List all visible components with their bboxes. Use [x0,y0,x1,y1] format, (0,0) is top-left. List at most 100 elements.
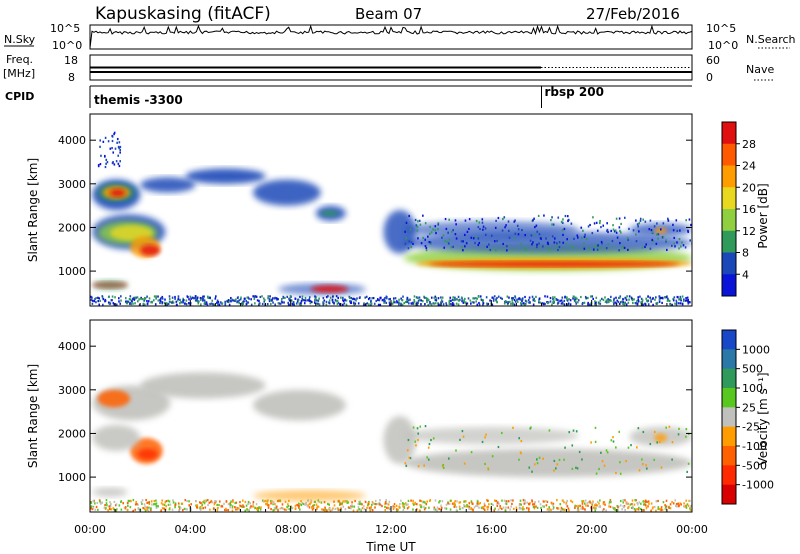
echo-speck [388,507,391,511]
echo-speck [583,301,586,304]
echo-speck [429,225,431,229]
echo-speck [400,297,402,300]
echo-speck [103,506,106,509]
echo-speck [548,248,551,251]
echo-speck [235,508,237,511]
echo-speck [590,441,592,444]
echo-speck [593,222,596,225]
echo-speck [664,506,667,509]
echo-speck [303,302,306,305]
echo-speck [685,296,687,300]
echo-speck [657,237,659,240]
echo-speck [451,298,454,301]
echo-speck [619,295,622,298]
echo-speck [352,297,355,300]
echo-speck [420,505,422,508]
echo-speck [174,506,176,509]
echo-speck [351,501,353,504]
echo-speck [496,296,498,300]
echo-speck [247,301,250,304]
echo-speck [582,229,584,232]
colorbar-tick-label: -1000 [742,479,774,492]
echo-speck [417,220,419,223]
echo-speck [138,508,140,511]
echo-speck [202,295,204,298]
echo-speck [491,296,494,299]
echo-speck [302,298,304,302]
echo-speck [410,499,412,502]
echo-speck [484,462,486,466]
echo-speck [105,158,108,161]
echo-speck [551,223,553,226]
echo-speck [522,499,525,502]
echo-speck [111,162,114,165]
echo-speck [393,297,395,300]
echo-speck [530,234,533,237]
echo-speck [496,504,499,508]
echo-speck [655,242,658,245]
echo-speck [406,299,408,302]
echo-speck [631,298,634,302]
echo-speck [678,302,680,305]
velocity-colorbar-label: Velocity [m s⁻¹] [756,372,770,465]
echo-speck [204,301,206,304]
echo-speck [413,300,416,303]
echo-speck [377,502,379,505]
echo-speck [298,504,300,508]
echo-speck [404,300,407,304]
echo-speck [155,295,158,298]
echo-speck [424,238,427,241]
echo-speck [476,502,479,505]
echo-speck [194,295,197,298]
echo-speck [91,302,94,305]
echo-speck [473,301,475,304]
echo-speck [229,299,231,302]
echo-speck [595,303,597,306]
echo-speck [548,509,550,512]
colorbar-tick-label: 25 [742,401,756,414]
echo-speck [165,500,168,503]
echo-speck [434,508,437,511]
echo-speck [251,505,253,508]
echo-speck [385,506,388,509]
echo-speck [160,509,162,512]
echo-speck [682,299,685,302]
echo-speck [540,506,542,510]
echo-speck [687,230,690,233]
colorbar-tick-label: 100 [742,382,763,395]
echo-speck [510,499,512,502]
echo-speck [630,506,633,510]
echo-speck [357,302,360,305]
freq-tick-bottom: 8 [68,71,75,84]
echo-speck [560,302,563,305]
echo-speck [532,503,534,506]
colorbar-swatch [722,388,736,408]
echo-speck [311,506,313,510]
echo-speck [565,502,567,505]
echo-speck [611,239,614,243]
echo-speck [274,303,276,306]
echo-speck [628,295,631,298]
echo-speck [564,214,567,218]
echo-speck [671,500,673,504]
echo-speck [423,508,426,511]
echo-speck [201,504,203,507]
echo-speck [247,508,250,512]
echo-speck [135,503,138,506]
echo-speck [316,505,319,508]
echo-speck [627,248,629,251]
echo-speck [398,301,400,304]
echo-speck [483,508,486,512]
echo-speck [460,296,463,299]
echo-speck [166,303,168,306]
echo-speck [324,506,326,509]
echo-speck [120,508,123,511]
colorbar-swatch [722,143,736,166]
echo-speck [594,426,597,429]
echo-speck [309,300,312,303]
echo-speck [188,301,190,305]
echo-speck [657,499,659,503]
echo-speck [143,299,145,302]
echo-speck [416,301,418,304]
echo-speck [94,297,96,301]
